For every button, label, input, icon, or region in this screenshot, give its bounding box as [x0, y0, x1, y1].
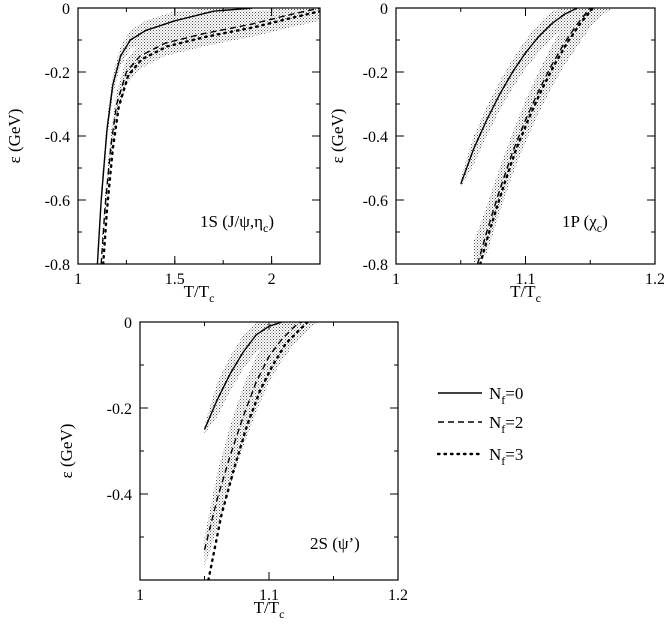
y-tick-label: -0.6	[45, 193, 70, 210]
x-tick-label: 1	[136, 587, 144, 604]
panel-label-end: )	[602, 212, 608, 231]
x-axis-label: T/Tc	[510, 282, 541, 305]
legend: Nf=0 Nf=2 Nf=3	[436, 384, 523, 468]
x-axis-label-sub: c	[536, 291, 541, 305]
series-line-dashed	[476, 8, 591, 264]
legend-item-nf3: Nf=3	[436, 445, 523, 468]
y-tick-label: -0.4	[363, 129, 388, 146]
x-tick-label: 1.2	[645, 271, 664, 288]
x-tick-label: 1.2	[388, 587, 408, 604]
y-tick-label: -0.2	[45, 65, 70, 82]
y-tick-label: -0.2	[363, 65, 388, 82]
legend-label-nf2: Nf=2	[489, 413, 523, 436]
x-axis-label: T/Tc	[254, 598, 285, 621]
series-line-solid	[460, 8, 578, 185]
panel-label-sub: c	[263, 221, 268, 235]
y-tick-label: 0	[124, 315, 132, 332]
x-axis-label: T/Tc	[184, 282, 215, 305]
panel-2: 1 1.1 1.20-0.2-0.4-0.6-0.8T/Tcε (GeV)1P (χ…	[328, 1, 664, 305]
x-tick-label: 1.5	[165, 271, 185, 288]
series-line-dotted	[207, 322, 309, 580]
plot-area	[96, 8, 320, 264]
y-tick-label: -0.8	[45, 257, 70, 274]
error-band-dashed	[204, 322, 318, 568]
y-tick-label: -0.4	[45, 129, 70, 146]
x-tick-label: 1.1	[259, 587, 279, 604]
y-axis-label: ε (GeV)	[57, 424, 76, 479]
plot-area	[460, 8, 614, 264]
x-tick-label: 1.1	[516, 271, 536, 288]
panel-label-main: 2S (ψ’)	[310, 534, 360, 553]
plot-area	[203, 322, 318, 580]
error-band-solid	[204, 322, 306, 434]
y-tick-label: 0	[62, 1, 70, 18]
series-line-dotted	[479, 8, 594, 264]
x-axis-label-main: T/T	[254, 598, 280, 617]
panel-label: 1P (χc)	[562, 212, 608, 235]
y-tick-label: -0.2	[107, 401, 132, 418]
legend-item-nf2: Nf=2	[438, 413, 523, 436]
panel-3: 1 1.1 1.2 0 -0.2 -0.4 T/Tc ε (GeV) 2S (ψ’)	[57, 315, 408, 621]
y-axis-label: ε (GeV)	[328, 109, 347, 164]
legend-label-nf0: Nf=0	[489, 384, 523, 407]
panel-label-main: 1P (χ	[562, 212, 597, 231]
panel-1: 1 1.5 20-0.2-0.4-0.6-0.8T/Tcε (GeV)1S (J/ψ…	[5, 1, 321, 305]
y-tick-label: -0.6	[363, 193, 388, 210]
x-tick-label: 1	[74, 271, 82, 288]
error-band-solid	[460, 8, 588, 188]
y-axis-label: ε (GeV)	[5, 109, 24, 164]
y-tick-label: -0.4	[107, 487, 132, 504]
x-axis-label-sub: c	[279, 607, 284, 621]
panel-label-sub: c	[597, 221, 602, 235]
panel-label: 2S (ψ’)	[310, 534, 360, 553]
x-axis-label-main: T/T	[184, 282, 210, 301]
legend-label-nf3: Nf=3	[489, 445, 523, 468]
x-axis-label-main: T/T	[510, 282, 536, 301]
panel-label-end: )	[268, 212, 274, 231]
y-tick-label: 0	[380, 1, 388, 18]
y-tick-label: -0.8	[363, 257, 388, 274]
series-line-solid	[96, 8, 253, 264]
panel-label-main: 1S (J/ψ,η	[200, 212, 263, 231]
x-tick-label: 2	[268, 271, 276, 288]
legend-item-nf0: Nf=0	[438, 384, 523, 407]
series-line-dashed	[100, 8, 320, 264]
x-axis-label-sub: c	[209, 291, 214, 305]
x-tick-label: 1	[392, 271, 400, 288]
series-line-dashed	[203, 322, 302, 551]
panel-label: 1S (J/ψ,ηc)	[200, 212, 274, 235]
